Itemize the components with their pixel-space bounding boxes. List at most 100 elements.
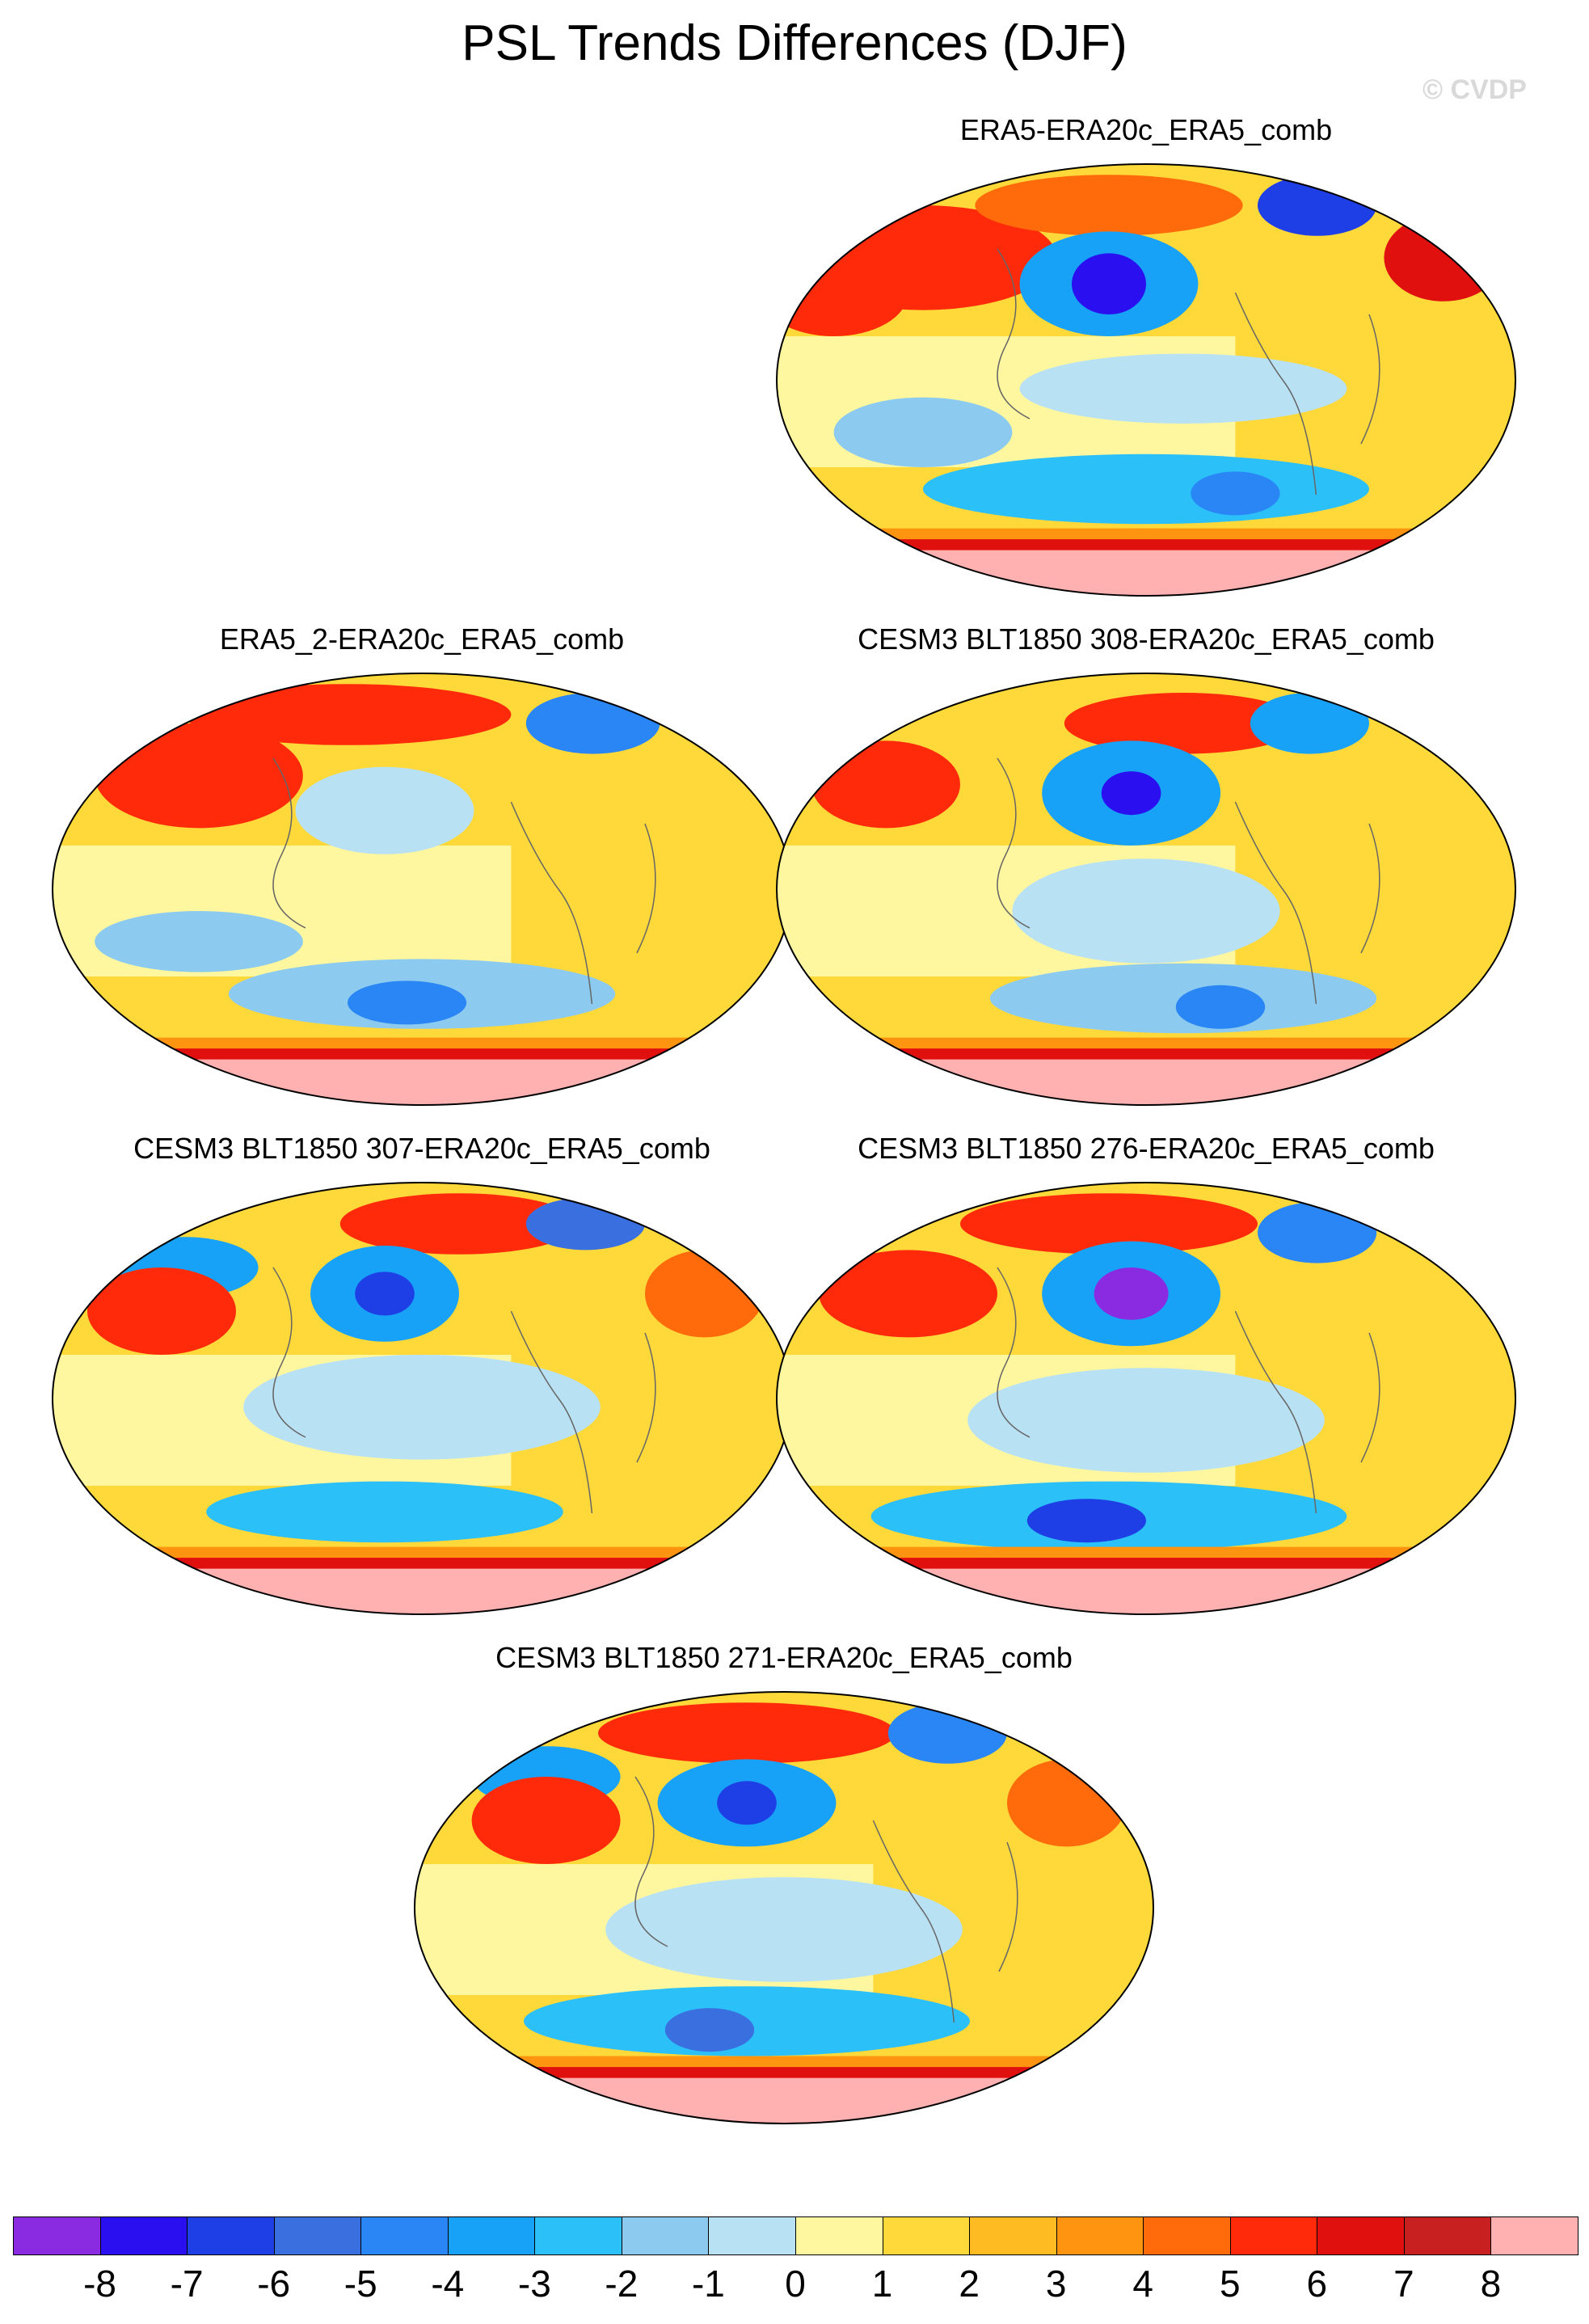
contour-region	[95, 723, 303, 829]
contour-region	[295, 766, 474, 854]
contour-region	[1019, 353, 1347, 424]
coastline	[634, 1776, 1018, 2023]
colorbar-swatch	[1490, 2216, 1578, 2255]
contour-region	[1094, 1267, 1169, 1320]
antarctica-region	[777, 1568, 1515, 1614]
panel-title: CESM3 BLT1850 307-ERA20c_ERA5_comb	[133, 1132, 710, 1165]
colorbar-swatch	[969, 2216, 1057, 2255]
contour-region	[1250, 693, 1369, 754]
contour-region	[1258, 175, 1377, 236]
contour-region	[605, 1877, 963, 1982]
contour-region	[206, 1481, 563, 1543]
panel-title: ERA5-ERA20c_ERA5_comb	[959, 113, 1333, 146]
colorbar-tick-label: -4	[431, 2263, 465, 2305]
contour-region	[887, 1702, 1007, 1764]
colorbar-swatch	[447, 2216, 536, 2255]
colorbar-tick-label: 6	[1306, 2263, 1328, 2305]
contour-region	[1191, 471, 1280, 516]
contour-region	[598, 1702, 896, 1764]
colorbar-swatch	[99, 2216, 188, 2255]
contour-region	[645, 1250, 765, 1338]
contour-region	[471, 1777, 621, 1864]
panel-title: CESM3 BLT1850 271-ERA20c_ERA5_comb	[495, 1641, 1073, 1674]
contour-region	[1175, 985, 1266, 1029]
map-plot	[52, 1182, 792, 1615]
colorbar-tick-label: -2	[605, 2263, 639, 2305]
colorbar-tick-label: -8	[83, 2263, 116, 2305]
antarctica-region	[53, 1059, 791, 1105]
contour-region	[664, 2008, 755, 2052]
contour-region	[967, 1368, 1325, 1473]
antarctica-region	[777, 550, 1515, 596]
colorbar-tick-label: 4	[1132, 2263, 1154, 2305]
contour-region	[1258, 1202, 1377, 1263]
panel-title: CESM3 BLT1850 276-ERA20c_ERA5_comb	[858, 1132, 1435, 1165]
colorbar-tick-label: -5	[344, 2263, 377, 2305]
colorbar-swatch	[1143, 2216, 1231, 2255]
colorbar-swatch	[1317, 2216, 1405, 2255]
contour-region	[1072, 253, 1146, 314]
colorbar-swatch	[621, 2216, 710, 2255]
contour-region	[1007, 1759, 1127, 1847]
contour-region	[339, 1193, 579, 1255]
map-outline	[776, 673, 1516, 1106]
contour-region	[1012, 858, 1280, 964]
colorbar-swatch	[187, 2216, 275, 2255]
colorbar-swatch	[1403, 2216, 1492, 2255]
contour-region	[960, 1193, 1258, 1255]
colorbar-swatch	[534, 2216, 622, 2255]
map-outline	[776, 1182, 1516, 1615]
colorbar-tick-label: -3	[517, 2263, 551, 2305]
colorbar-swatch	[1056, 2216, 1144, 2255]
map-outline	[776, 163, 1516, 597]
contour-region	[819, 1250, 997, 1338]
colorbar-tick-label: -6	[257, 2263, 291, 2305]
contour-region	[525, 693, 660, 754]
contour-region	[811, 740, 960, 829]
map-panel-cesm3-307: CESM3 BLT1850 307-ERA20c_ERA5_comb	[50, 1132, 794, 1625]
colorbar-swatch	[273, 2216, 362, 2255]
colorbar-tick-label: 1	[871, 2263, 893, 2305]
colorbar-tick-label: 8	[1480, 2263, 1502, 2305]
map-panel-cesm3-308: CESM3 BLT1850 308-ERA20c_ERA5_comb	[774, 622, 1518, 1116]
contour-region	[355, 1272, 415, 1316]
coastline	[272, 1267, 656, 1514]
colorbar-swatch	[13, 2216, 101, 2255]
colorbar-swatch	[795, 2216, 883, 2255]
antarctica-region	[777, 1059, 1515, 1105]
coastline	[997, 248, 1380, 496]
contour-region	[1026, 1499, 1146, 1543]
colorbar-tick-label: 0	[785, 2263, 806, 2305]
colorbar	[13, 2216, 1578, 2257]
contour-region	[1064, 693, 1303, 754]
map-plot	[414, 1691, 1154, 2124]
contour-region	[833, 397, 1013, 467]
coastline	[997, 1267, 1380, 1514]
contour-region	[243, 1355, 601, 1460]
colorbar-tick-label: 2	[959, 2263, 980, 2305]
antarctica-region	[53, 1568, 791, 1614]
coastline	[997, 757, 1380, 1005]
map-panel-cesm3-276: CESM3 BLT1850 276-ERA20c_ERA5_comb	[774, 1132, 1518, 1625]
contour-region	[975, 175, 1243, 236]
map-plot	[776, 673, 1516, 1106]
coastline	[272, 757, 656, 1005]
colorbar-tick-label: 5	[1219, 2263, 1241, 2305]
antarctica-region	[415, 2077, 1153, 2124]
contour-region	[1101, 771, 1161, 816]
contour-region	[87, 1267, 236, 1355]
cvdp-watermark: © CVDP	[1423, 74, 1527, 105]
contour-region	[923, 453, 1369, 525]
panel-title: ERA5_2-ERA20c_ERA5_comb	[219, 622, 625, 656]
panel-title: CESM3 BLT1850 308-ERA20c_ERA5_comb	[858, 622, 1435, 656]
colorbar-tick-label: 7	[1393, 2263, 1414, 2305]
colorbar-tick-label: -1	[691, 2263, 725, 2305]
colorbar-tick-label: 3	[1045, 2263, 1067, 2305]
contour-region	[1384, 213, 1503, 302]
colorbar-swatch	[708, 2216, 796, 2255]
map-plot	[776, 163, 1516, 597]
map-panel-era5: ERA5-ERA20c_ERA5_comb	[774, 113, 1518, 606]
colorbar-swatch	[360, 2216, 449, 2255]
contour-region	[348, 981, 467, 1025]
map-panel-cesm3-271: CESM3 BLT1850 271-ERA20c_ERA5_comb	[412, 1641, 1156, 2134]
